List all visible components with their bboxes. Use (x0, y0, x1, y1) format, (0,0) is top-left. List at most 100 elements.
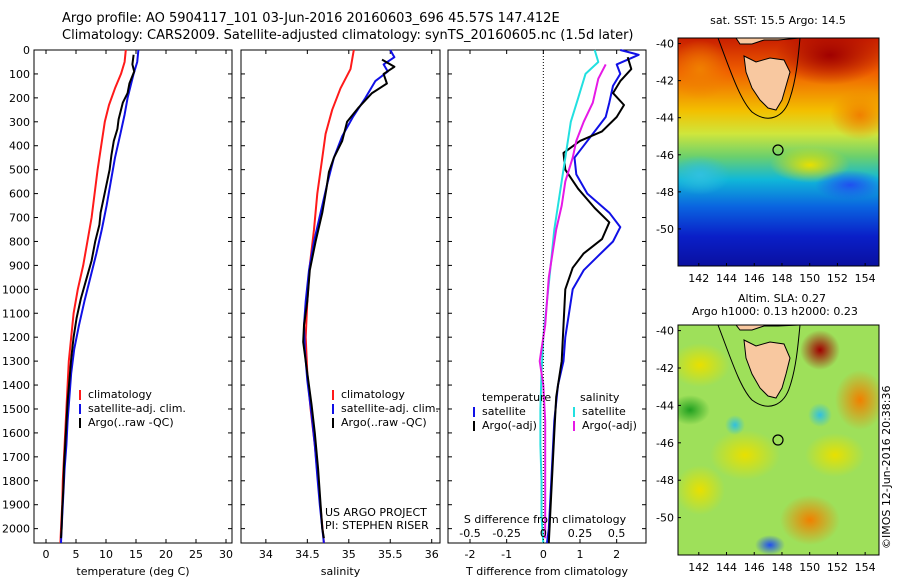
sal-panel: 34 34.5 35 35.5 36 salinity climatologysatelli… (240, 49, 441, 578)
imos-watermark: ©IMOS 12-Jun-2016 20:38:36 (880, 385, 893, 549)
diff-s-tick-label: -0.5 (459, 527, 480, 540)
sal-x-tick-label: 34 (259, 548, 273, 561)
legend-item: climatology (88, 388, 152, 401)
diff-x-tick-label: -2 (465, 548, 476, 561)
y-tick-label: 400 (9, 140, 30, 153)
legend-item: satellite-adj. clim. (341, 402, 439, 415)
sla-map-title-1: Altim. SLA: 0.27 (738, 292, 826, 305)
y-tick-label: 1700 (2, 451, 30, 464)
y-tick-label: 1600 (2, 427, 30, 440)
map_sla-y-tick-label: -50 (656, 512, 674, 525)
temp-x-tick-label: 5 (73, 548, 80, 561)
y-tick-label: 900 (9, 259, 30, 272)
legend-title-temperature: temperature (482, 391, 551, 404)
y-tick-label: 1200 (2, 331, 30, 344)
y-tick-label: 2000 (2, 523, 30, 536)
sal-x-tick-label: 35 (342, 548, 356, 561)
temp-series-satellite-adj-clim- (60, 49, 140, 544)
y-tick-label: 300 (9, 116, 30, 129)
temp-x-tick-label: 10 (99, 548, 113, 561)
diff-s-axis-label: S difference from climatology (464, 513, 627, 526)
map_sst-x-tick-label: 144 (716, 272, 737, 285)
y-tick-label: 1900 (2, 499, 30, 512)
sst-map (677, 37, 880, 267)
map_sla-y-tick-label: -40 (656, 325, 674, 338)
sal-x-tick-label: 36 (425, 548, 439, 561)
diff-series-salinity-satellite (539, 49, 600, 544)
temp-x-tick-label: 0 (43, 548, 50, 561)
diff-series-salinity-argo-adj- (538, 63, 607, 539)
map_sla-axes: 142 144 146 148 150 152 154 -40 -42 -44 -46 -48 -50 (656, 325, 876, 574)
sla-map (677, 324, 880, 556)
map_sst-x-tick-label: 152 (827, 272, 848, 285)
map_sst-x-tick-label: 154 (855, 272, 876, 285)
legend-item: satellite-adj. clim. (88, 402, 186, 415)
map_sla-x-tick-label: 154 (855, 561, 876, 574)
temp-x-tick-label: 30 (219, 548, 233, 561)
figure-title-line-2: Climatology: CARS2009. Satellite-adjuste… (62, 28, 634, 43)
map_sla-y-tick-label: -46 (656, 437, 674, 450)
map_sla-x-tick-label: 146 (744, 561, 765, 574)
map_sst-x-tick-label: 150 (799, 272, 820, 285)
diff-s-tick-label: 0 (540, 527, 547, 540)
map_sst-axes: 142 144 146 148 150 152 154 -40 -42 -44 -46 -48 -50 (656, 38, 876, 285)
land-mainland-sla (735, 325, 801, 331)
map_sla-y-tick-label: -48 (656, 474, 674, 487)
y-tick-label: 700 (9, 212, 30, 225)
legend-title-salinity: salinity (580, 391, 620, 404)
temp-series-argo-raw-qc- (60, 54, 136, 539)
map_sst-y-tick-label: -46 (656, 149, 674, 162)
y-tick-label: 1500 (2, 403, 30, 416)
sal-frame (240, 49, 441, 544)
y-tick-label: 200 (9, 92, 30, 105)
temp-frame (33, 49, 233, 544)
y-tick-label: 800 (9, 235, 30, 248)
map_sst-x-tick-label: 142 (688, 272, 709, 285)
land-mainland (735, 38, 801, 45)
diff-s-tick-label: -0.25 (492, 527, 520, 540)
map_sla-x-tick-label: 152 (827, 561, 848, 574)
legend-item: Argo(-adj) (482, 419, 537, 432)
figure-title-line-1: Argo profile: AO 5904117_101 03-Jun-2016… (62, 11, 560, 26)
land-tasmania-sla (743, 339, 791, 399)
diff-x-tick-label: -1 (501, 548, 512, 561)
temp-series-climatology (59, 49, 127, 544)
diff-series-temperature-argo-adj- (547, 56, 633, 544)
map_sla-y-tick-label: -44 (656, 399, 674, 412)
map_sst-y-tick-label: -40 (656, 38, 674, 51)
map_sla-y-tick-label: -42 (656, 362, 674, 375)
land-tasmania (743, 55, 791, 111)
legend-item: satellite (482, 405, 526, 418)
sal-x-axis-label: salinity (321, 565, 361, 578)
diff-s-tick-label: 0.5 (608, 527, 626, 540)
temp-panel: 0100200300400500600700800900100011001200… (2, 44, 233, 578)
map_sla-x-tick-label: 150 (799, 561, 820, 574)
y-tick-label: 600 (9, 188, 30, 201)
temp-x-tick-label: 20 (159, 548, 173, 561)
y-tick-label: 1800 (2, 475, 30, 488)
map_sst-x-tick-label: 148 (771, 272, 792, 285)
diff-x-tick-label: 1 (577, 548, 584, 561)
temp-x-tick-label: 15 (129, 548, 143, 561)
map_sla-x-tick-label: 148 (771, 561, 792, 574)
map_sst-y-tick-label: -42 (656, 75, 674, 88)
project-note-line-2: PI: STEPHEN RISER (325, 519, 429, 532)
y-tick-label: 100 (9, 68, 30, 81)
y-tick-label: 1100 (2, 307, 30, 320)
sal-series-argo-raw-qc- (302, 58, 396, 539)
diff-panel: -2 -1 0 1 2 T difference from climatology -0.5… (447, 49, 647, 578)
diff-series-temperature-satellite (546, 49, 640, 544)
temp-x-tick-label: 25 (189, 548, 203, 561)
bathymetry-contour-sla (717, 325, 801, 407)
sal-x-tick-label: 34.5 (295, 548, 320, 561)
argo-float-marker-sla (772, 434, 784, 446)
diff-x-axis-label: T difference from climatology (465, 565, 628, 578)
diff-s-tick-label: 0.25 (568, 527, 593, 540)
diff-x-tick-label: 2 (613, 548, 620, 561)
y-tick-label: 0 (23, 44, 30, 57)
sst-map-title: sat. SST: 15.5 Argo: 14.5 (710, 14, 846, 27)
sal-x-tick-label: 35.5 (378, 548, 403, 561)
bathymetry-contour (717, 38, 801, 119)
y-tick-label: 500 (9, 164, 30, 177)
